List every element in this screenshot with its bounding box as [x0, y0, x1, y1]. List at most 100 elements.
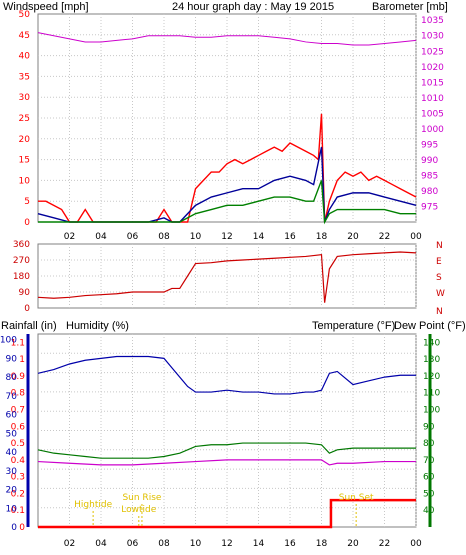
humidity-tick: 70: [6, 392, 18, 402]
time-tick: 04: [95, 232, 107, 242]
time-tick: 20: [347, 539, 359, 549]
barometer-tick: 1000: [421, 125, 444, 135]
humidity-axis-title: Humidity (%): [66, 320, 129, 332]
rainfall-tick: 0.6: [11, 422, 26, 432]
dewpoint-axis-title: Dew Point (°F): [394, 320, 466, 332]
windspeed-tick: 30: [19, 93, 31, 103]
humidity-tick: 0: [11, 523, 17, 533]
series-temperature: [37, 442, 416, 459]
windspeed-tick: 50: [19, 10, 31, 20]
time-tick: 20: [347, 232, 359, 242]
time-tick: 18: [316, 539, 328, 549]
humidity-tick: 40: [6, 448, 18, 458]
windspeed-tick: 20: [19, 135, 31, 145]
rainfall-tick: 0.3: [11, 473, 25, 483]
series-wind-low: [38, 180, 416, 225]
humidity-tick: 30: [6, 467, 18, 477]
series-rainfall: [38, 498, 416, 529]
time-tick: 00: [410, 232, 422, 242]
time-tick: 12: [221, 539, 232, 549]
barometer-tick: 975: [421, 202, 438, 212]
windspeed-axis-title: Windspeed [mph]: [3, 1, 89, 13]
windspeed-tick: 45: [19, 31, 30, 41]
time-tick: 08: [158, 539, 170, 549]
barometer-tick: 985: [421, 171, 438, 181]
temperature-tick: 140: [423, 338, 440, 348]
time-tick: 06: [127, 539, 139, 549]
barometer-tick: 1035: [421, 16, 444, 26]
temperature-tick: 120: [423, 372, 440, 382]
humidity-tick: 20: [6, 486, 18, 496]
windspeed-tick: 5: [24, 197, 30, 207]
windspeed-tick: 10: [19, 176, 31, 186]
rainfall-tick: 0.7: [11, 406, 25, 416]
time-tick: 16: [284, 539, 296, 549]
time-tick: 02: [64, 539, 75, 549]
barometer-tick: 995: [421, 140, 438, 150]
rainfall-tick: 0.2: [11, 489, 25, 499]
humidity-tick: 90: [6, 354, 18, 364]
rainfall-tick: 0.8: [11, 389, 26, 399]
rainfall-tick: 0.9: [11, 372, 26, 382]
direction-tick: 360: [13, 240, 30, 250]
series-barometer: [37, 32, 417, 46]
time-tick: 22: [379, 232, 390, 242]
time-tick: 14: [253, 539, 265, 549]
barometer-tick: 1015: [421, 78, 444, 88]
time-tick: 10: [190, 539, 202, 549]
compass-tick: N: [436, 307, 443, 317]
sunset-label: Sun Set: [339, 493, 374, 503]
time-tick: 22: [379, 539, 390, 549]
rainfall-axis-title: Rainfall (in): [1, 320, 57, 332]
time-tick: 06: [127, 232, 139, 242]
barometer-tick: 1005: [421, 109, 444, 119]
barometer-tick: 990: [421, 156, 438, 166]
temperature-tick: 110: [423, 389, 440, 399]
rainfall-tick: 1.1: [11, 338, 25, 348]
windspeed-tick: 0: [24, 218, 30, 228]
time-tick: 02: [64, 232, 75, 242]
direction-tick: 0: [24, 304, 30, 314]
barometer-tick: 1020: [421, 63, 444, 73]
rainfall-tick: 0: [19, 523, 25, 533]
direction-tick: 90: [19, 288, 31, 298]
lowtide-label: Lowtide: [121, 505, 156, 515]
time-tick: 08: [158, 232, 170, 242]
time-tick: 14: [253, 232, 265, 242]
compass-tick: E: [436, 257, 442, 267]
time-tick: 04: [95, 539, 107, 549]
rainfall-tick: 0.4: [11, 456, 26, 466]
humidity-tick: 10: [6, 504, 18, 514]
time-tick: 16: [284, 232, 296, 242]
humidity-tick: 80: [6, 373, 18, 383]
compass-tick: W: [436, 289, 445, 299]
series-humidity: [37, 355, 416, 395]
windspeed-tick: 35: [19, 72, 30, 82]
barometer-axis-title: Barometer [mb]: [372, 1, 448, 13]
humidity-tick: 50: [6, 429, 18, 439]
windspeed-tick: 15: [19, 156, 30, 166]
temperature-axis-title: Temperature (°F): [312, 320, 395, 332]
rainfall-tick: 0.5: [11, 439, 25, 449]
barometer-tick: 980: [421, 187, 438, 197]
rainfall-tick: 1: [19, 355, 25, 365]
compass-tick: N: [436, 241, 443, 251]
compass-tick: S: [436, 273, 442, 283]
time-tick: 18: [316, 232, 328, 242]
barometer-tick: 1010: [421, 94, 444, 104]
sunrise-label: Sun Rise: [122, 493, 161, 503]
direction-tick: 180: [13, 272, 30, 282]
time-tick: 12: [221, 232, 232, 242]
barometer-tick: 1025: [421, 47, 444, 57]
windspeed-tick: 25: [19, 114, 30, 124]
time-tick: 10: [190, 232, 202, 242]
direction-tick: 270: [13, 256, 30, 266]
rainfall-tick: 0.1: [11, 506, 25, 516]
temperature-tick: 100: [423, 406, 440, 416]
hightide-label: Hightide: [74, 500, 112, 510]
time-tick: 00: [410, 539, 422, 549]
page-title: 24 hour graph day : May 19 2015: [172, 1, 334, 13]
humidity-tick: 60: [6, 411, 18, 421]
